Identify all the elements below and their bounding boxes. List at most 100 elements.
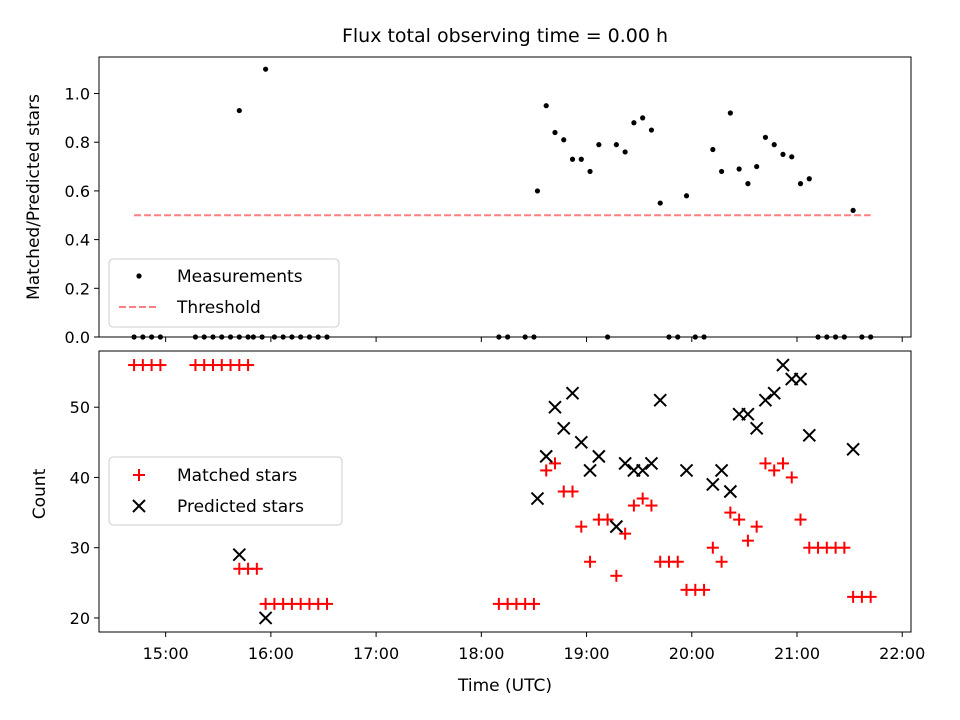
- matched-point-37: [627, 499, 640, 512]
- bottom-y-tick-label-3: 50: [70, 398, 90, 417]
- measurement-point-56: [797, 181, 804, 187]
- matched-point-10: [242, 359, 255, 372]
- matched-point-36: [619, 527, 632, 540]
- predicted-point-27: [793, 372, 808, 386]
- legend-matched-marker: [133, 469, 145, 481]
- legend-threshold-label: Threshold: [176, 298, 261, 318]
- bottom-x-tick-label-2: 17:00: [353, 644, 399, 663]
- predicted-point-15: [653, 393, 667, 407]
- matched-point-42: [671, 555, 684, 568]
- bottom-x-tick-label-7: 22:00: [879, 644, 925, 663]
- top-panel: 0.0 0.2 0.4 0.6 0.8 1.0 Matched/Predicted sta…: [24, 56, 912, 347]
- top-y-tick-label-3: 0.6: [65, 182, 90, 201]
- measurement-point-12: [263, 66, 269, 72]
- bottom-axes-frame: [98, 350, 912, 633]
- measurement-point-43: [683, 193, 690, 199]
- measurement-point-51: [754, 163, 760, 170]
- measurement-point-52: [762, 134, 769, 140]
- measurement-point-40: [657, 200, 663, 206]
- matched-point-53: [768, 464, 781, 477]
- predicted-point-29: [846, 442, 860, 457]
- matched-point-30: [566, 485, 579, 498]
- measurement-point-57: [806, 176, 812, 182]
- bottom-y-tick-label-2: 40: [70, 468, 90, 487]
- predicted-point-4: [548, 400, 562, 414]
- predicted-point-18: [714, 463, 729, 478]
- legend-matched-label: Matched stars: [177, 466, 297, 486]
- measurement-point-26: [534, 188, 541, 194]
- matched-point-64: [864, 590, 877, 603]
- top-legend: Measurements Threshold: [108, 258, 340, 328]
- predicted-point-13: [635, 463, 650, 478]
- bottom-x-tick-label-1: 16:00: [248, 644, 294, 663]
- top-y-tick-label-4: 0.8: [65, 133, 90, 152]
- measurement-point-30: [569, 156, 576, 162]
- predicted-point-25: [776, 358, 790, 372]
- matched-point-61: [838, 541, 851, 554]
- measurement-point-36: [622, 149, 628, 155]
- bottom-panel: 20 30 40 50 15:00 16:00 17:00 18:00 19:00 20:00 2…: [30, 350, 925, 696]
- predicted-point-28: [802, 428, 816, 443]
- measurement-point-32: [587, 168, 593, 175]
- predicted-point-5: [557, 421, 571, 435]
- predicted-point-22: [749, 421, 764, 435]
- legend-predicted-marker: [132, 499, 146, 513]
- measurement-point-53: [771, 142, 777, 148]
- predicted-point-24: [767, 386, 781, 400]
- predicted-point-16: [679, 463, 694, 478]
- matched-point-49: [733, 513, 746, 526]
- top-y-tick-label-1: 0.2: [65, 279, 90, 298]
- measurement-point-62: [850, 207, 856, 213]
- figure-title: Flux total observing time = 0.00 h: [342, 25, 668, 47]
- bottom-y-ticks: 20 30 40 50: [70, 398, 99, 628]
- matched-point-21: [320, 597, 333, 610]
- predicted-point-7: [574, 435, 588, 450]
- measurement-point-48: [727, 110, 733, 116]
- measurement-point-29: [561, 137, 567, 143]
- bottom-y-tick-label-0: 20: [70, 609, 90, 628]
- matched-point-55: [785, 471, 798, 484]
- matched-point-56: [794, 513, 807, 526]
- predicted-point-14: [644, 456, 659, 471]
- matched-point-54: [776, 457, 789, 470]
- predicted-point-11: [618, 456, 632, 471]
- top-axes-frame: [98, 56, 912, 338]
- bottom-x-tick-label-3: 18:00: [458, 644, 504, 663]
- legend-measurements-label: Measurements: [177, 267, 303, 287]
- measurement-point-39: [648, 127, 655, 133]
- measurement-point-28: [552, 129, 558, 136]
- measurement-point-27: [543, 103, 549, 109]
- matched-point-27: [540, 464, 553, 477]
- matched-point-46: [706, 541, 719, 554]
- predicted-point-3: [539, 449, 553, 464]
- predicted-point-19: [723, 484, 738, 499]
- predicted-point-1: [258, 611, 273, 625]
- top-y-axis-label: Matched/Predicted stars: [24, 94, 44, 300]
- bottom-x-ticks: 15:00 16:00 17:00 18:00 19:00 20:00 21:00 22:00: [143, 632, 925, 663]
- matched-point-3: [154, 359, 167, 372]
- bottom-y-tick-label-1: 30: [70, 539, 90, 558]
- measurement-point-49: [736, 166, 742, 172]
- bottom-y-axis-label: Count: [30, 468, 50, 519]
- bottom-x-axis-label: Time (UTC): [457, 676, 552, 696]
- predicted-point-10: [609, 519, 624, 534]
- matched-point-13: [250, 562, 263, 575]
- measurement-point-31: [578, 156, 584, 162]
- predicted-point-8: [583, 463, 597, 478]
- matched-point-32: [584, 555, 597, 568]
- measurement-point-11: [236, 107, 242, 114]
- matched-point-28: [548, 457, 561, 470]
- matched-point-45: [698, 583, 711, 596]
- matched-point-52: [759, 457, 772, 470]
- matched-point-48: [724, 506, 737, 519]
- legend-measurements-marker: [136, 273, 142, 279]
- measurement-point-55: [789, 154, 795, 160]
- matched-point-34: [601, 513, 614, 526]
- predicted-point-0: [232, 548, 247, 562]
- predicted-point-17: [706, 477, 720, 492]
- bottom-x-tick-label-6: 21:00: [774, 644, 820, 663]
- predicted-point-6: [565, 386, 580, 400]
- matched-point-35: [610, 569, 623, 582]
- top-x-ticks: [165, 337, 903, 342]
